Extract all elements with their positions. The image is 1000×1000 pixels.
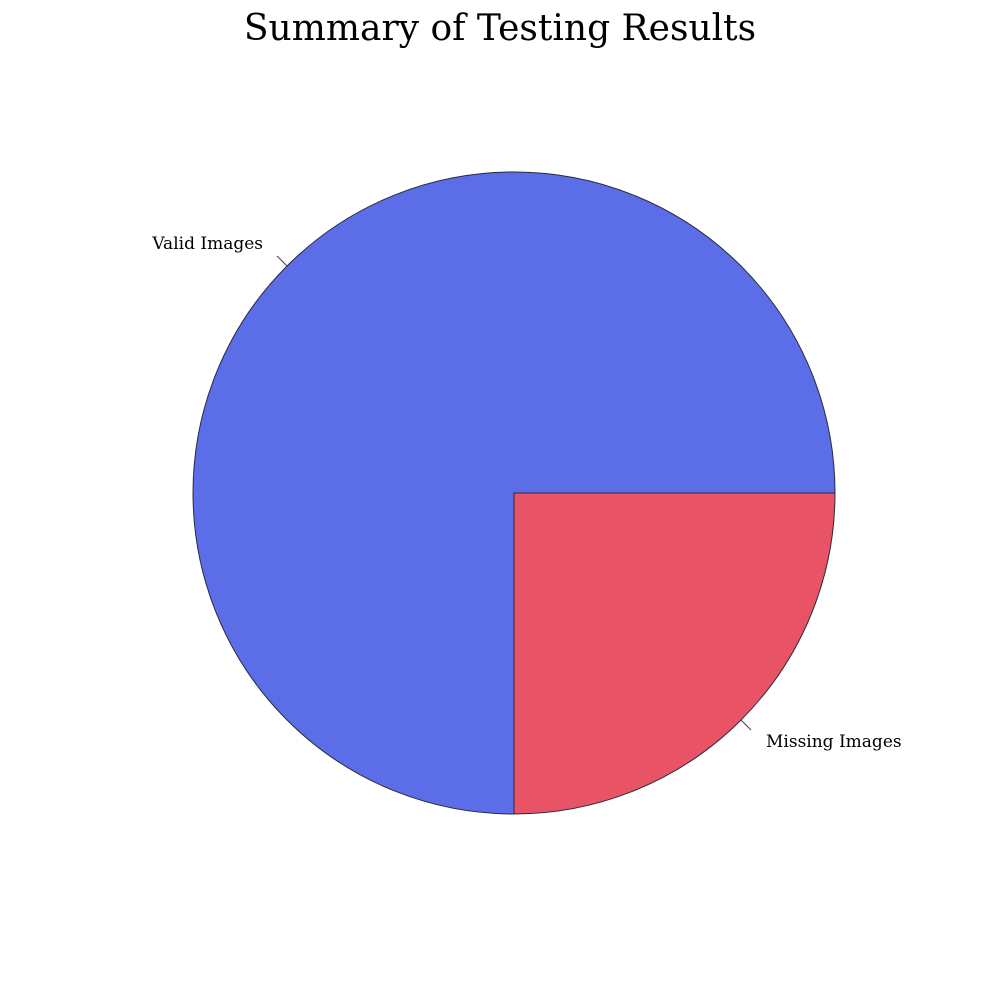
leader-line-missing-images — [740, 719, 752, 731]
pie-slice-missing-images — [513, 492, 836, 815]
slice-label-missing-images: Missing Images — [766, 732, 902, 752]
leader-line-valid-images — [276, 255, 288, 267]
chart-title: Summary of Testing Results — [243, 8, 757, 49]
slice-label-valid-images: Valid Images — [151, 234, 263, 254]
